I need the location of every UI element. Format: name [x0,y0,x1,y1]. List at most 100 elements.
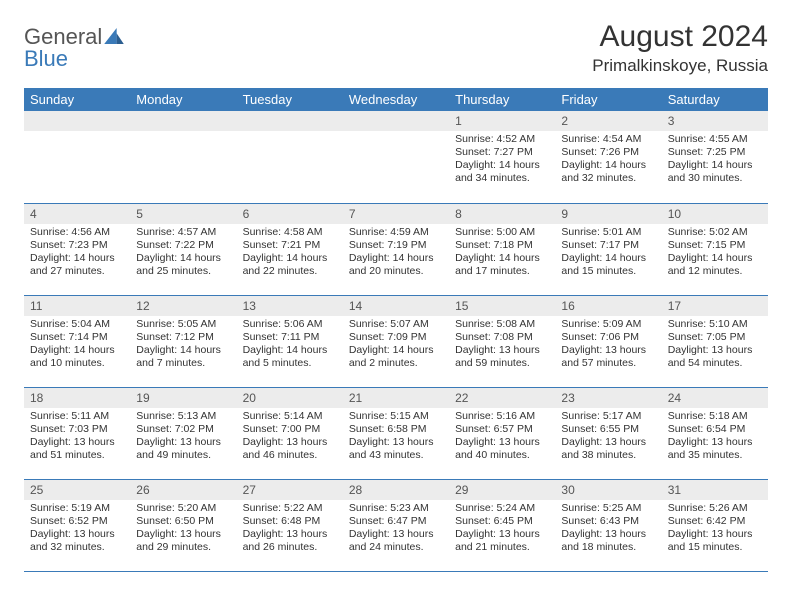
day-content: Sunrise: 5:17 AMSunset: 6:55 PMDaylight:… [555,408,661,464]
calendar-cell: 26Sunrise: 5:20 AMSunset: 6:50 PMDayligh… [130,479,236,571]
daylight-text: Daylight: 13 hours and 57 minutes. [561,344,655,370]
day-content: Sunrise: 5:02 AMSunset: 7:15 PMDaylight:… [662,224,768,280]
sunrise-text: Sunrise: 4:56 AM [30,226,124,239]
sunrise-text: Sunrise: 5:16 AM [455,410,549,423]
calendar-cell [237,111,343,203]
calendar-cell: 18Sunrise: 5:11 AMSunset: 7:03 PMDayligh… [24,387,130,479]
daylight-text: Daylight: 14 hours and 17 minutes. [455,252,549,278]
day-content: Sunrise: 5:20 AMSunset: 6:50 PMDaylight:… [130,500,236,556]
calendar-cell: 29Sunrise: 5:24 AMSunset: 6:45 PMDayligh… [449,479,555,571]
sunrise-text: Sunrise: 4:59 AM [349,226,443,239]
sunrise-text: Sunrise: 5:04 AM [30,318,124,331]
sunrise-text: Sunrise: 5:22 AM [243,502,337,515]
logo: GeneralBlue [24,26,124,70]
sunrise-text: Sunrise: 5:25 AM [561,502,655,515]
calendar-cell: 27Sunrise: 5:22 AMSunset: 6:48 PMDayligh… [237,479,343,571]
sunrise-text: Sunrise: 5:17 AM [561,410,655,423]
day-header: Friday [555,88,661,111]
sunset-text: Sunset: 7:15 PM [668,239,762,252]
day-content: Sunrise: 5:05 AMSunset: 7:12 PMDaylight:… [130,316,236,372]
daylight-text: Daylight: 13 hours and 46 minutes. [243,436,337,462]
sunset-text: Sunset: 7:21 PM [243,239,337,252]
sunset-text: Sunset: 7:03 PM [30,423,124,436]
day-content: Sunrise: 4:56 AMSunset: 7:23 PMDaylight:… [24,224,130,280]
calendar-cell: 1Sunrise: 4:52 AMSunset: 7:27 PMDaylight… [449,111,555,203]
day-number: 25 [24,480,130,500]
day-content: Sunrise: 4:54 AMSunset: 7:26 PMDaylight:… [555,131,661,187]
daylight-text: Daylight: 13 hours and 38 minutes. [561,436,655,462]
day-content: Sunrise: 5:01 AMSunset: 7:17 PMDaylight:… [555,224,661,280]
sunrise-text: Sunrise: 5:18 AM [668,410,762,423]
day-number: 2 [555,111,661,131]
calendar-cell: 7Sunrise: 4:59 AMSunset: 7:19 PMDaylight… [343,203,449,295]
daylight-text: Daylight: 14 hours and 15 minutes. [561,252,655,278]
calendar-cell: 24Sunrise: 5:18 AMSunset: 6:54 PMDayligh… [662,387,768,479]
day-content: Sunrise: 5:25 AMSunset: 6:43 PMDaylight:… [555,500,661,556]
daylight-text: Daylight: 13 hours and 32 minutes. [30,528,124,554]
sunset-text: Sunset: 7:14 PM [30,331,124,344]
sunset-text: Sunset: 7:25 PM [668,146,762,159]
calendar-cell: 21Sunrise: 5:15 AMSunset: 6:58 PMDayligh… [343,387,449,479]
sunset-text: Sunset: 6:57 PM [455,423,549,436]
day-number [24,111,130,131]
sunrise-text: Sunrise: 4:58 AM [243,226,337,239]
day-header: Thursday [449,88,555,111]
day-number: 3 [662,111,768,131]
daylight-text: Daylight: 14 hours and 25 minutes. [136,252,230,278]
sunset-text: Sunset: 7:09 PM [349,331,443,344]
sunset-text: Sunset: 7:08 PM [455,331,549,344]
day-content: Sunrise: 5:15 AMSunset: 6:58 PMDaylight:… [343,408,449,464]
daylight-text: Daylight: 13 hours and 49 minutes. [136,436,230,462]
sunset-text: Sunset: 7:22 PM [136,239,230,252]
day-content: Sunrise: 5:24 AMSunset: 6:45 PMDaylight:… [449,500,555,556]
day-number: 23 [555,388,661,408]
daylight-text: Daylight: 13 hours and 54 minutes. [668,344,762,370]
calendar-cell [130,111,236,203]
sunset-text: Sunset: 6:55 PM [561,423,655,436]
calendar-cell: 20Sunrise: 5:14 AMSunset: 7:00 PMDayligh… [237,387,343,479]
day-number: 10 [662,204,768,224]
sunset-text: Sunset: 7:06 PM [561,331,655,344]
sunset-text: Sunset: 6:54 PM [668,423,762,436]
day-number: 1 [449,111,555,131]
title-block: August 2024 Primalkinskoye, Russia [592,20,768,76]
daylight-text: Daylight: 14 hours and 34 minutes. [455,159,549,185]
calendar-cell: 16Sunrise: 5:09 AMSunset: 7:06 PMDayligh… [555,295,661,387]
sunset-text: Sunset: 7:17 PM [561,239,655,252]
calendar-cell: 10Sunrise: 5:02 AMSunset: 7:15 PMDayligh… [662,203,768,295]
daylight-text: Daylight: 13 hours and 43 minutes. [349,436,443,462]
calendar-cell: 31Sunrise: 5:26 AMSunset: 6:42 PMDayligh… [662,479,768,571]
day-content: Sunrise: 5:18 AMSunset: 6:54 PMDaylight:… [662,408,768,464]
daylight-text: Daylight: 13 hours and 29 minutes. [136,528,230,554]
calendar-cell [343,111,449,203]
daylight-text: Daylight: 13 hours and 26 minutes. [243,528,337,554]
sunset-text: Sunset: 6:47 PM [349,515,443,528]
calendar-cell: 9Sunrise: 5:01 AMSunset: 7:17 PMDaylight… [555,203,661,295]
calendar-cell: 19Sunrise: 5:13 AMSunset: 7:02 PMDayligh… [130,387,236,479]
day-number: 28 [343,480,449,500]
day-number: 17 [662,296,768,316]
day-content: Sunrise: 4:59 AMSunset: 7:19 PMDaylight:… [343,224,449,280]
day-number: 30 [555,480,661,500]
sunrise-text: Sunrise: 5:19 AM [30,502,124,515]
sunrise-text: Sunrise: 5:05 AM [136,318,230,331]
sunrise-text: Sunrise: 5:08 AM [455,318,549,331]
day-content: Sunrise: 5:23 AMSunset: 6:47 PMDaylight:… [343,500,449,556]
daylight-text: Daylight: 14 hours and 10 minutes. [30,344,124,370]
calendar-cell: 30Sunrise: 5:25 AMSunset: 6:43 PMDayligh… [555,479,661,571]
day-content: Sunrise: 5:13 AMSunset: 7:02 PMDaylight:… [130,408,236,464]
day-number [130,111,236,131]
sunrise-text: Sunrise: 5:10 AM [668,318,762,331]
sunrise-text: Sunrise: 4:52 AM [455,133,549,146]
day-number: 14 [343,296,449,316]
day-content: Sunrise: 5:06 AMSunset: 7:11 PMDaylight:… [237,316,343,372]
daylight-text: Daylight: 13 hours and 18 minutes. [561,528,655,554]
calendar-cell: 2Sunrise: 4:54 AMSunset: 7:26 PMDaylight… [555,111,661,203]
header: GeneralBlue August 2024 Primalkinskoye, … [24,20,768,76]
daylight-text: Daylight: 14 hours and 5 minutes. [243,344,337,370]
location: Primalkinskoye, Russia [592,56,768,76]
sunrise-text: Sunrise: 5:26 AM [668,502,762,515]
day-content: Sunrise: 4:55 AMSunset: 7:25 PMDaylight:… [662,131,768,187]
day-number: 21 [343,388,449,408]
calendar-cell: 6Sunrise: 4:58 AMSunset: 7:21 PMDaylight… [237,203,343,295]
